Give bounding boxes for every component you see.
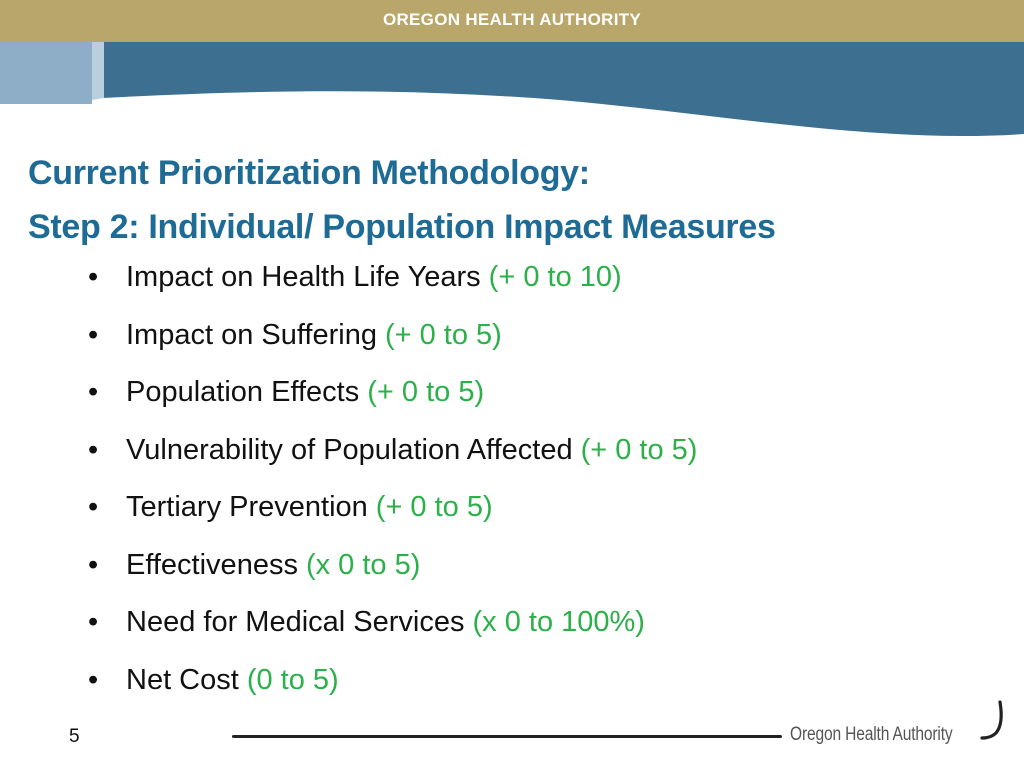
slide-title: Current Prioritization Methodology: Step… <box>28 146 776 254</box>
header-banner-graphic <box>0 42 1024 137</box>
bullet-icon: • <box>88 491 99 523</box>
bullet-icon: • <box>88 548 99 581</box>
list-item: • Effectiveness (x 0 to 5) <box>88 549 697 607</box>
bullet-icon: • <box>88 663 99 696</box>
measure-range: (+ 0 to 10) <box>488 261 622 293</box>
list-item: • Vulnerability of Population Affected (… <box>88 434 697 492</box>
measure-range: (x 0 to 5) <box>305 548 421 581</box>
measure-range: (0 to 5) <box>246 663 339 696</box>
bullet-icon: • <box>88 261 99 293</box>
measure-label: Tertiary Prevention <box>126 491 368 523</box>
oha-swoosh-logo-icon <box>980 700 1003 740</box>
list-item: • Tertiary Prevention (+ 0 to 5) <box>88 491 697 549</box>
footer-divider <box>232 735 782 738</box>
bullet-icon: • <box>88 433 99 466</box>
banner-light-block <box>0 42 92 104</box>
measure-range: (x 0 to 100%) <box>472 606 645 638</box>
measure-label: Net Cost <box>126 663 239 696</box>
slide-title-line-2: Step 2: Individual/ Population Impact Me… <box>28 208 776 246</box>
measure-range: (+ 0 to 5) <box>384 318 502 351</box>
list-item: • Need for Medical Services (x 0 to 100%… <box>88 606 697 664</box>
list-item: • Population Effects (+ 0 to 5) <box>88 376 697 434</box>
list-item: • Net Cost (0 to 5) <box>88 664 697 722</box>
impact-measures-list: • Impact on Health Life Years (+ 0 to 10… <box>88 261 697 721</box>
measure-label: Effectiveness <box>126 548 298 581</box>
organization-title: OREGON HEALTH AUTHORITY <box>382 10 642 29</box>
header-bar: OREGON HEALTH AUTHORITY <box>0 0 1024 42</box>
page-number: 5 <box>69 726 80 747</box>
list-item: • Impact on Health Life Years (+ 0 to 10… <box>88 261 697 319</box>
measure-range: (+ 0 to 5) <box>367 376 485 408</box>
bullet-icon: • <box>88 376 99 408</box>
measure-label: Impact on Health Life Years <box>126 261 481 293</box>
measure-label: Population Effects <box>126 376 360 408</box>
measure-label: Need for Medical Services <box>126 606 465 638</box>
banner-light-stripe <box>92 42 104 100</box>
list-item: • Impact on Suffering (+ 0 to 5) <box>88 319 697 377</box>
measure-label: Vulnerability of Population Affected <box>126 433 573 466</box>
bullet-icon: • <box>88 318 99 351</box>
slide-title-line-1: Current Prioritization Methodology: <box>28 154 590 192</box>
measure-range: (+ 0 to 5) <box>580 433 698 466</box>
measure-range: (+ 0 to 5) <box>375 491 493 523</box>
footer-logo-text: Oregon Health Authority <box>790 724 953 745</box>
measure-label: Impact on Suffering <box>126 318 377 351</box>
banner-dark-band <box>0 42 1024 137</box>
bullet-icon: • <box>88 606 99 638</box>
